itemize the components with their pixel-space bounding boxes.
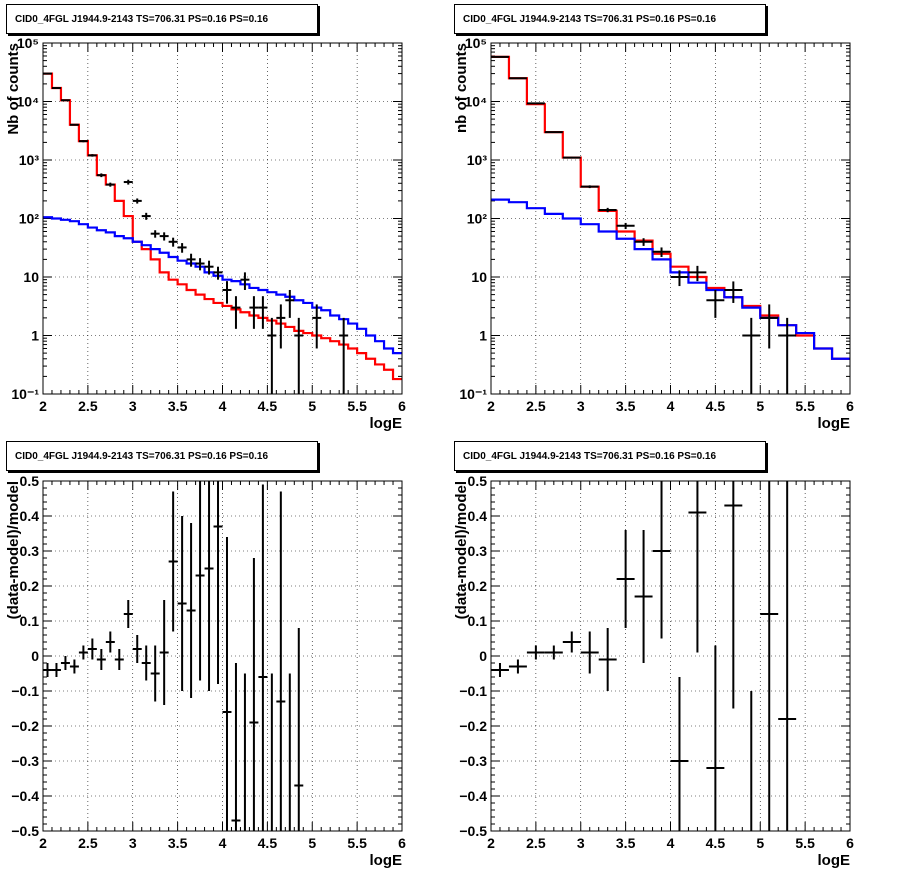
y-tick-label: 10⁵: [465, 35, 487, 51]
x-tick-label: 4: [219, 398, 227, 414]
x-tick-label: 5.5: [347, 398, 367, 414]
x-tick-label: 6: [846, 835, 854, 851]
y-tick-label: 10²: [467, 211, 488, 227]
x-tick-label: 5.5: [347, 835, 367, 851]
y-tick-label: 0.1: [468, 613, 488, 629]
plot-frame: [42, 480, 403, 832]
panel-4: 2 2.5 3 3.5 4 4.5 5 5.5 6 −0.5 −0.4 −0.3 −0.2 −0.1 0 0.…: [453, 473, 854, 869]
y-tick-label: 10⁻¹: [459, 386, 487, 402]
y-tick-label: −0.5: [459, 823, 487, 839]
x-tick-label: 4.5: [258, 398, 278, 414]
y-tick-label: −0.5: [11, 823, 39, 839]
y-tick-label: 0.2: [468, 578, 488, 594]
x-tick-label: 3: [577, 398, 585, 414]
y-tick-label: 0.2: [20, 578, 40, 594]
x-tick-label: 6: [398, 835, 406, 851]
x-tick-label: 4: [219, 835, 227, 851]
x-tick-label: 3: [129, 835, 137, 851]
y-tick-label: −0.1: [11, 683, 39, 699]
x-tick-label: 5: [756, 835, 764, 851]
x-tick-label: 3.5: [168, 835, 188, 851]
plot-frame: [42, 42, 403, 395]
panel-title-1: CID0_4FGL J1944.9-2143 TS=706.31 PS=0.16…: [6, 4, 318, 34]
x-tick-label: 2: [487, 398, 495, 414]
y-tick-label: 1: [31, 328, 39, 344]
y-tick-label: 0.4: [20, 508, 40, 524]
y-axis-label: (data-model)/model: [5, 481, 22, 619]
x-tick-label: 2.5: [78, 398, 98, 414]
x-tick-label: 3.5: [616, 835, 636, 851]
y-axis-label: Nb of counts: [5, 43, 22, 135]
y-tick-label: −0.4: [11, 788, 39, 804]
x-tick-label: 6: [398, 398, 406, 414]
y-tick-label: 10⁴: [17, 94, 40, 110]
model-series-background: [43, 216, 402, 355]
x-tick-label: 2: [487, 835, 495, 851]
y-tick-label: 0: [31, 648, 39, 664]
y-tick-label: 0.3: [468, 543, 488, 559]
y-tick-label: −0.2: [11, 718, 39, 734]
y-tick-label: 10⁴: [465, 94, 488, 110]
x-axis-label: logE: [818, 852, 851, 869]
x-axis-label: logE: [370, 415, 403, 432]
y-tick-label: 10: [471, 269, 487, 285]
x-tick-label: 5: [308, 398, 316, 414]
x-tick-label: 5.5: [795, 835, 815, 851]
x-tick-label: 5.5: [795, 398, 815, 414]
x-tick-label: 3.5: [616, 398, 636, 414]
x-tick-label: 2.5: [78, 835, 98, 851]
x-tick-label: 5: [308, 835, 316, 851]
y-tick-label: 0.5: [468, 473, 488, 489]
x-tick-label: 4.5: [706, 398, 726, 414]
y-tick-label: 0.5: [20, 473, 40, 489]
y-axis-label: (data-model)/model: [453, 481, 470, 619]
y-axis-label: nb of counts: [453, 43, 470, 133]
y-tick-label: −0.3: [11, 753, 39, 769]
y-tick-label: 10⁵: [17, 35, 39, 51]
panel-2: 2 2.5 3 3.5 4 4.5 5 5.5 6 10⁻¹ 1 10 10² 10³ 10⁴ 10⁵ logE…: [453, 35, 854, 432]
y-tick-label: 10⁻¹: [11, 386, 39, 402]
panel-title-3: CID0_4FGL J1944.9-2143 TS=706.31 PS=0.16…: [6, 441, 318, 471]
panel-title-4: CID0_4FGL J1944.9-2143 TS=706.31 PS=0.16…: [454, 441, 766, 471]
y-tick-label: −0.1: [459, 683, 487, 699]
x-axis-label: logE: [818, 415, 851, 432]
y-tick-label: 0: [479, 648, 487, 664]
x-tick-label: 4: [667, 835, 675, 851]
x-tick-label: 3: [129, 398, 137, 414]
x-tick-label: 2: [39, 398, 47, 414]
x-axis-label: logE: [370, 852, 403, 869]
x-tick-label: 4: [667, 398, 675, 414]
x-tick-label: 4.5: [706, 835, 726, 851]
y-tick-label: 1: [479, 328, 487, 344]
y-tick-label: 10³: [467, 152, 488, 168]
x-tick-label: 5: [756, 398, 764, 414]
plot-frame: [490, 42, 851, 395]
x-tick-label: 2.5: [526, 398, 546, 414]
y-tick-label: 10: [23, 269, 39, 285]
x-tick-label: 3.5: [168, 398, 188, 414]
y-tick-label: −0.3: [459, 753, 487, 769]
y-tick-label: 0.1: [20, 613, 40, 629]
y-tick-label: 10²: [19, 211, 40, 227]
x-tick-label: 2: [39, 835, 47, 851]
plot-frame: [490, 480, 851, 832]
panel-title-2: CID0_4FGL J1944.9-2143 TS=706.31 PS=0.16…: [454, 4, 766, 34]
model-series-total: [43, 72, 402, 381]
y-tick-label: −0.4: [459, 788, 487, 804]
x-tick-label: 6: [846, 398, 854, 414]
panel-3: 2 2.5 3 3.5 4 4.5 5 5.5 6 −0.5 −0.4 −0.3 −0.2 −0.1 0 0.…: [5, 473, 406, 869]
y-tick-label: 0.3: [20, 543, 40, 559]
x-tick-label: 3: [577, 835, 585, 851]
y-tick-label: 10³: [19, 152, 40, 168]
x-tick-label: 4.5: [258, 835, 278, 851]
y-tick-label: −0.2: [459, 718, 487, 734]
panel-1: 2 2.5 3 3.5 4 4.5 5 5.5 6 10⁻¹ 1 10 10² 10³ 10⁴ 10⁵ logE…: [5, 35, 406, 432]
x-tick-label: 2.5: [526, 835, 546, 851]
y-tick-label: 0.4: [468, 508, 488, 524]
